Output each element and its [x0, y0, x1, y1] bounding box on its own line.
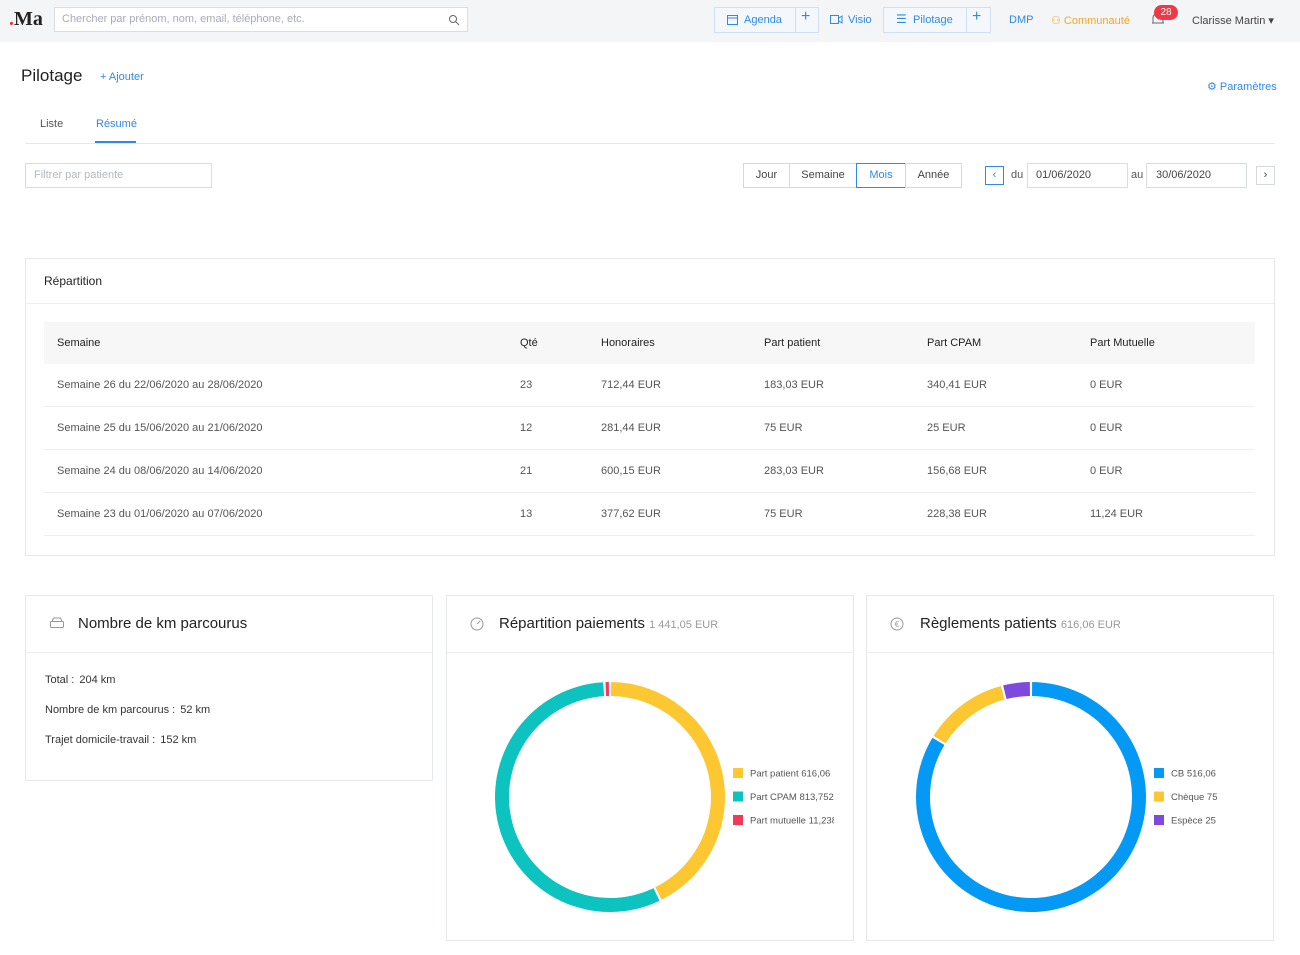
legend-label: Espèce 25 — [1171, 816, 1216, 827]
donut-slice — [611, 682, 725, 900]
legend-swatch — [1154, 768, 1164, 778]
legend-swatch — [733, 792, 743, 802]
legend-name: Part CPAM — [750, 792, 797, 803]
legend-name: CB — [1171, 769, 1184, 780]
legend-label: Part mutuelle 11,238 — [750, 816, 837, 827]
legend-value: 813,752 — [799, 792, 833, 803]
legend-swatch — [733, 815, 743, 825]
legend-value: 516,06 — [1187, 769, 1216, 780]
legend-value: 75 — [1207, 792, 1218, 803]
legend-name: Chèque — [1171, 792, 1204, 803]
legend-label: Part CPAM 813,752 — [750, 792, 834, 803]
legend-name: Part patient — [750, 769, 799, 780]
legend-label: Part patient 616,06 — [750, 769, 830, 780]
legend-swatch — [1154, 792, 1164, 802]
legend-swatch — [733, 768, 743, 778]
legend-value: 11,238 — [809, 816, 837, 827]
legend-value: 616,06 — [801, 769, 830, 780]
legend-label: Chèque 75 — [1171, 792, 1218, 803]
donut-chart: Part patient 616,06Part CPAM 813,752Part… — [495, 682, 837, 912]
donut-chart: CB 516,06 Chèque 75 Espèce 25 — [916, 682, 1218, 912]
donut-slice — [934, 686, 1005, 743]
legend-label: CB 516,06 — [1171, 769, 1216, 780]
legend-swatch — [1154, 815, 1164, 825]
legend-name: Espèce — [1171, 816, 1203, 827]
donut-slice — [1003, 682, 1030, 699]
legend-value: 25 — [1205, 816, 1216, 827]
donut-slice — [495, 682, 660, 912]
donut-slice — [606, 682, 609, 696]
legend-name: Part mutuelle — [750, 816, 806, 827]
